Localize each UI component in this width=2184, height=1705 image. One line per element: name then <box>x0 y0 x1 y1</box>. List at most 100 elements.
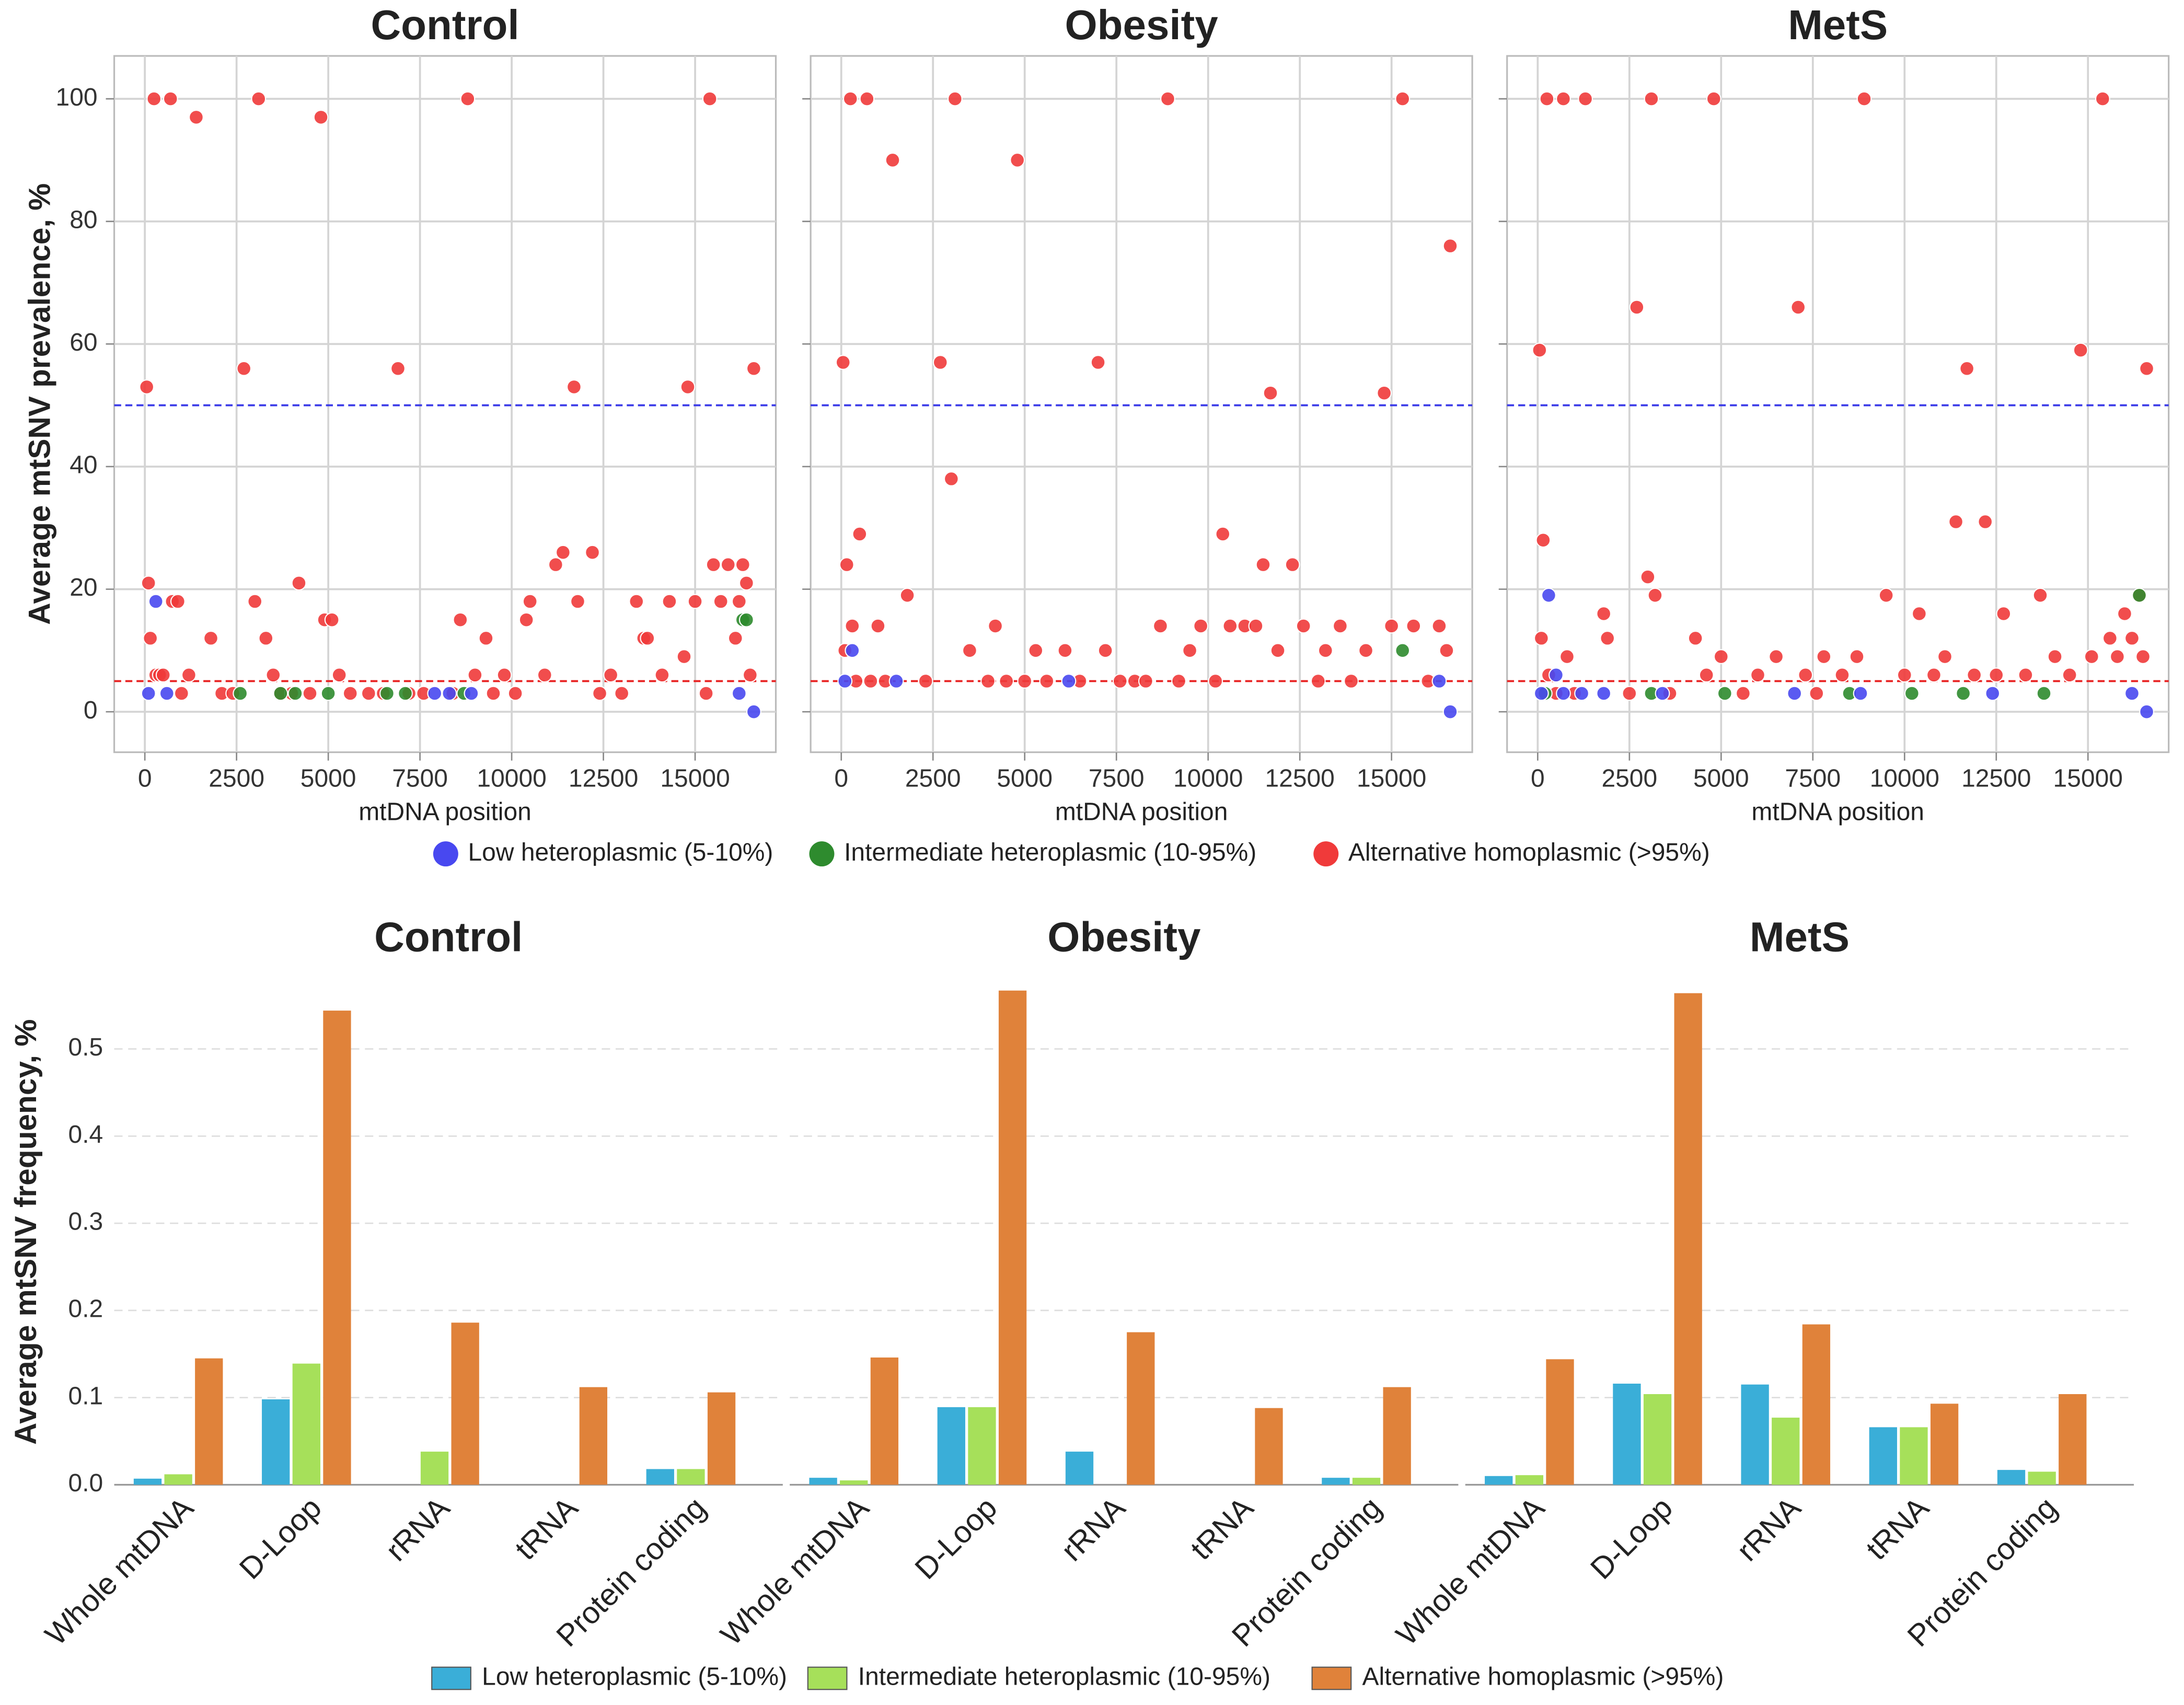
point <box>885 153 900 168</box>
legend-marker <box>431 1666 471 1690</box>
x-tick-label: D-Loop <box>908 1491 1003 1586</box>
x-tick-label: 7500 <box>1785 765 1841 793</box>
point <box>943 471 959 486</box>
y-tick-label: 0.0 <box>68 1469 103 1497</box>
point <box>141 575 156 591</box>
point <box>1153 618 1168 634</box>
point <box>1556 686 1571 701</box>
point <box>143 631 158 646</box>
point <box>1713 649 1729 665</box>
point <box>1215 526 1231 542</box>
point <box>1736 686 1751 701</box>
point <box>2110 649 2125 665</box>
point <box>1442 238 1458 254</box>
point <box>738 612 754 628</box>
point <box>486 686 501 701</box>
point <box>1948 514 1963 529</box>
point <box>258 631 274 646</box>
bar <box>1613 1383 1641 1485</box>
y-tick-label: 0 <box>84 697 98 724</box>
point <box>1333 618 1348 634</box>
point <box>1533 686 1549 701</box>
point <box>1816 649 1832 665</box>
bar <box>323 1011 351 1485</box>
point <box>1310 674 1326 689</box>
point <box>170 594 186 609</box>
point <box>999 674 1014 689</box>
point <box>163 91 178 107</box>
y-tick-label: 20 <box>70 574 97 601</box>
point <box>1750 667 1765 683</box>
legend-label: Low heteroplasmic (5-10%) <box>482 1663 787 1691</box>
point <box>189 109 204 125</box>
point <box>1533 631 1549 646</box>
point <box>2135 649 2151 665</box>
bar <box>646 1469 674 1485</box>
point <box>713 594 729 609</box>
point <box>1853 686 1868 701</box>
bar <box>870 1357 899 1485</box>
point <box>1596 606 1612 621</box>
point <box>390 361 406 376</box>
y-tick-label: 0.5 <box>68 1034 103 1061</box>
point <box>1222 618 1238 634</box>
bar <box>1065 1452 1094 1485</box>
panel-title: MetS <box>1750 914 1850 960</box>
point <box>845 643 860 658</box>
point <box>835 355 851 370</box>
point <box>1090 355 1106 370</box>
bar <box>1741 1384 1769 1485</box>
x-tick-label: 2500 <box>905 765 961 793</box>
point <box>2084 649 2099 665</box>
x-tick-label: D-Loop <box>1584 1491 1679 1586</box>
point <box>1600 631 1615 646</box>
point <box>1985 686 2001 701</box>
x-tick-label: 15000 <box>2053 765 2123 793</box>
y-tick-label: 0.2 <box>68 1295 103 1323</box>
point <box>731 594 747 609</box>
point <box>1834 667 1850 683</box>
x-axis-label: mtDNA position <box>359 798 531 826</box>
point <box>1263 385 1278 401</box>
point <box>2047 649 2063 665</box>
panel-title: Obesity <box>1047 914 1201 960</box>
point <box>918 674 933 689</box>
y-tick-label: 60 <box>70 329 97 356</box>
point <box>1406 618 1422 634</box>
point <box>1897 667 1912 683</box>
point <box>1556 91 1571 107</box>
point <box>1439 643 1454 658</box>
point <box>141 686 156 701</box>
point <box>174 686 189 701</box>
point <box>1061 674 1077 689</box>
point <box>1358 643 1373 658</box>
point <box>614 686 630 701</box>
point <box>1057 643 1073 658</box>
point <box>287 686 303 701</box>
point <box>687 594 703 609</box>
bar <box>937 1407 965 1485</box>
point <box>2095 91 2110 107</box>
bar <box>968 1407 996 1485</box>
x-tick-label: 5000 <box>301 765 356 793</box>
panel-title: Obesity <box>1065 2 1219 48</box>
point <box>1717 686 1732 701</box>
x-tick-label: Whole mtDNA <box>1390 1491 1551 1652</box>
bar <box>2059 1394 2087 1485</box>
y-tick-label: 0.4 <box>68 1121 103 1149</box>
point <box>302 686 318 701</box>
x-tick-label: 10000 <box>1870 765 1939 793</box>
point <box>1270 643 1286 658</box>
point <box>2139 704 2154 720</box>
x-tick-label: 0 <box>138 765 152 793</box>
bar <box>420 1452 449 1485</box>
bar <box>998 990 1027 1485</box>
point <box>1644 91 1659 107</box>
point <box>398 686 413 701</box>
bar <box>1869 1427 1897 1485</box>
bar <box>1515 1475 1544 1485</box>
y-tick-label: 0.1 <box>68 1382 103 1410</box>
point <box>746 704 761 720</box>
plot-area <box>1506 55 2170 753</box>
x-tick-label: 0 <box>834 765 848 793</box>
